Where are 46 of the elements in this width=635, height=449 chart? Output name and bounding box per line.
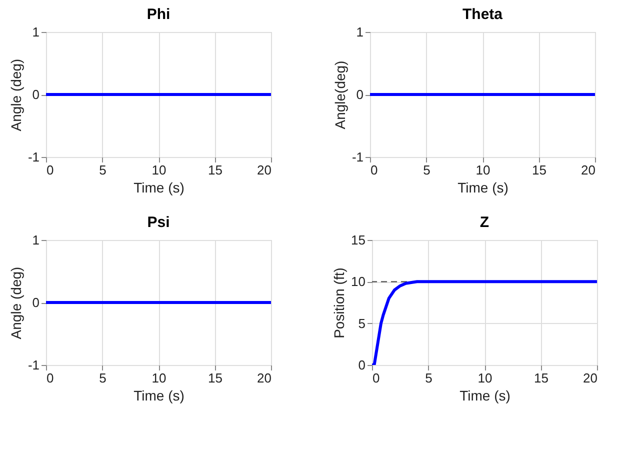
x-tick-label: 20 [581, 162, 596, 178]
x-tick-label: 10 [478, 370, 492, 386]
y-tick-label: 1 [32, 24, 40, 40]
y-tick-label: 15 [351, 232, 366, 248]
y-axis-title: Angle (deg) [8, 58, 24, 132]
chart-title: Psi [147, 214, 170, 231]
x-tick-label: 15 [534, 370, 548, 386]
x-tick-label: 5 [425, 370, 432, 386]
x-tick-label: 10 [476, 162, 490, 178]
chart-title: Theta [462, 6, 504, 23]
y-tick-label: 0 [356, 87, 364, 102]
line-series [372, 280, 597, 365]
x-axis-title: Time (s) [458, 180, 508, 196]
y-tick-label: 10 [351, 274, 366, 290]
chart-title: Z [480, 214, 490, 231]
x-tick-label: 10 [152, 370, 166, 386]
x-tick-label: 0 [46, 370, 54, 386]
x-tick-label: 0 [372, 370, 380, 386]
chart-title: Phi [146, 6, 170, 23]
x-tick-label: 5 [423, 162, 430, 178]
x-tick-label: 15 [208, 162, 222, 178]
y-tick-label: -1 [28, 358, 40, 372]
x-tick-label: 15 [532, 162, 546, 178]
y-axis-title: Position (ft) [331, 268, 348, 338]
y-axis-title: Angle(deg) [332, 60, 348, 130]
y-tick-label: 0 [32, 295, 40, 310]
x-axis-title: Time (s) [460, 388, 510, 404]
y-tick-label: 0 [358, 358, 366, 372]
y-axis-title: Angle (deg) [8, 266, 24, 340]
x-axis-title: Time (s) [134, 388, 184, 404]
y-tick-label: 0 [32, 87, 40, 102]
x-tick-label: 15 [208, 370, 222, 386]
y-tick-label: 1 [32, 232, 40, 248]
x-tick-label: 0 [46, 162, 54, 178]
y-tick-label: 5 [358, 316, 366, 331]
y-tick-label: -1 [352, 150, 364, 164]
x-axis-title: Time (s) [134, 180, 184, 196]
y-tick-label: -1 [28, 150, 40, 164]
x-tick-label: 10 [152, 162, 166, 178]
x-tick-label: 5 [99, 370, 106, 386]
y-tick-label: 1 [356, 24, 364, 40]
x-tick-label: 20 [583, 370, 598, 386]
x-tick-label: 20 [257, 370, 272, 386]
x-tick-label: 5 [99, 162, 106, 178]
x-tick-label: 20 [257, 162, 272, 178]
x-tick-label: 0 [370, 162, 378, 178]
